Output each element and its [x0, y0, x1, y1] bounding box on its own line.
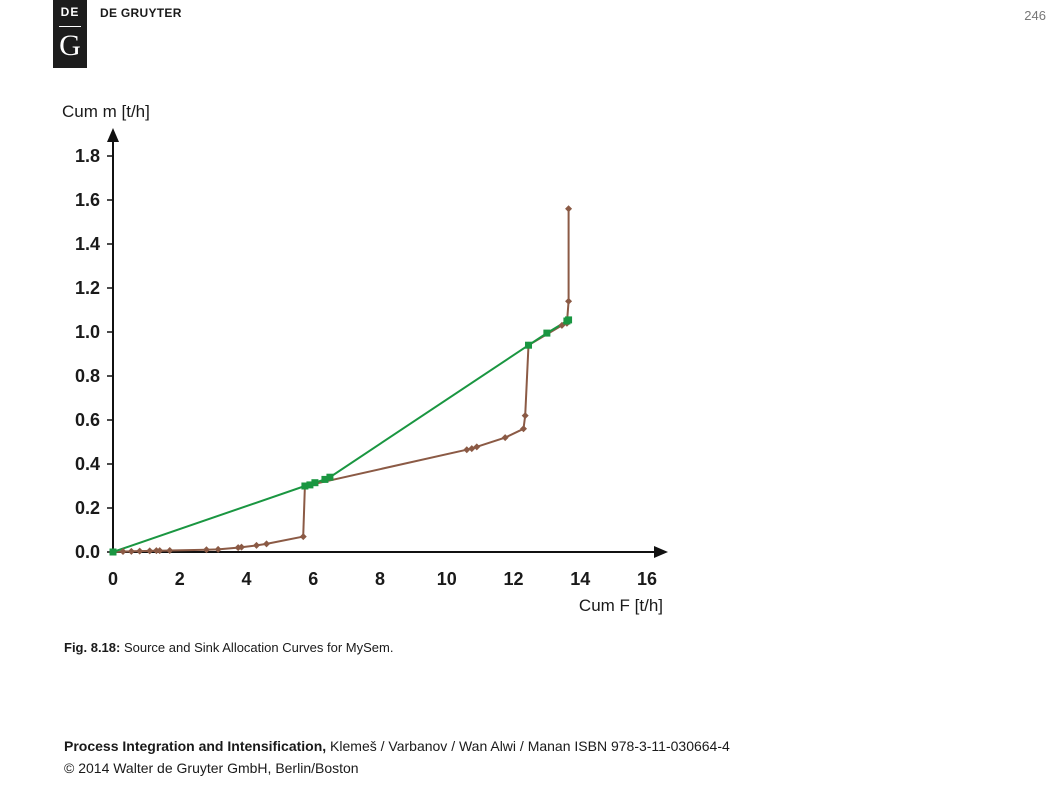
y-tick-label: 1.0 — [75, 322, 100, 342]
series-2-point — [321, 475, 329, 483]
x-tick-label: 6 — [308, 569, 318, 589]
series-1-point — [214, 545, 222, 553]
caption-label: Fig. 8.18: — [64, 640, 121, 655]
series-1-point — [166, 546, 174, 554]
series-2-point — [326, 473, 334, 481]
x-tick-label: 14 — [570, 569, 590, 589]
series-1-point — [136, 547, 144, 555]
figure-caption: Fig. 8.18: Source and Sink Allocation Cu… — [64, 640, 393, 655]
x-tick-label: 16 — [637, 569, 657, 589]
y-tick-label: 0.0 — [75, 542, 100, 562]
series-1-point — [237, 543, 245, 551]
book-authors: Klemeš / Varbanov / Wan Alwi / Manan ISB… — [326, 738, 730, 754]
publisher-logo: DE G — [53, 0, 87, 68]
x-tick-label: 10 — [437, 569, 457, 589]
series-1-point — [520, 425, 528, 433]
logo-de-text: DE — [60, 5, 80, 19]
series-1-point — [565, 205, 573, 213]
logo-g-text: G — [59, 29, 81, 62]
series-1-point — [501, 434, 509, 442]
caption-text: Source and Sink Allocation Curves for My… — [120, 640, 394, 655]
series-2-point — [565, 316, 573, 324]
x-tick-label: 0 — [108, 569, 118, 589]
x-tick-label: 2 — [175, 569, 185, 589]
x-tick-label: 4 — [241, 569, 251, 589]
y-tick-label: 1.6 — [75, 190, 100, 210]
series-2-point — [525, 341, 533, 349]
y-axis-label: Cum m [t/h] — [62, 102, 150, 121]
series-1-point — [146, 547, 154, 555]
series-1-point — [565, 297, 573, 305]
x-axis-arrow — [654, 546, 668, 558]
x-tick-label: 12 — [503, 569, 523, 589]
publisher-name: DE GRUYTER — [100, 6, 182, 20]
footer-citation: Process Integration and Intensification,… — [64, 738, 730, 754]
series-1-point — [202, 546, 210, 554]
series-1-line — [112, 208, 570, 553]
x-axis-label: Cum F [t/h] — [579, 596, 663, 615]
y-tick-label: 1.8 — [75, 146, 100, 166]
y-tick-label: 0.6 — [75, 410, 100, 430]
chart-tick-labels: 0 2 4 6 8 10 12 14 16 0.0 0.2 0.4 0.6 0.8 1.0 1.2 1.4 1.6… — [75, 146, 657, 589]
x-tick-label: 8 — [375, 569, 385, 589]
y-tick-label: 1.2 — [75, 278, 100, 298]
series-2-point — [543, 329, 551, 337]
series-2-point — [301, 482, 309, 490]
series-1-point — [263, 540, 271, 548]
series-2-point — [311, 479, 319, 487]
series-1-point — [299, 533, 307, 541]
series-1-point — [156, 547, 164, 555]
series-1-point — [119, 548, 127, 556]
series-1-point — [127, 547, 135, 555]
y-tick-label: 0.8 — [75, 366, 100, 386]
series-1-point — [253, 541, 261, 549]
chart-series-lines — [112, 208, 570, 553]
series-1-point — [521, 412, 529, 420]
footer-copyright: © 2014 Walter de Gruyter GmbH, Berlin/Bo… — [64, 760, 359, 776]
book-title: Process Integration and Intensification, — [64, 738, 327, 754]
y-axis-arrow — [107, 128, 119, 142]
series-2-line — [112, 319, 570, 553]
chart-markers — [109, 205, 573, 556]
page-number: 246 — [1024, 8, 1046, 23]
series-1-point — [463, 446, 471, 454]
series-1-point — [473, 443, 481, 451]
y-tick-label: 0.4 — [75, 454, 100, 474]
chart-axes — [107, 128, 668, 558]
y-tick-label: 1.4 — [75, 234, 100, 254]
logo-divider — [59, 26, 81, 27]
series-2-point — [306, 481, 314, 489]
y-tick-label: 0.2 — [75, 498, 100, 518]
series-2-point — [109, 548, 117, 556]
